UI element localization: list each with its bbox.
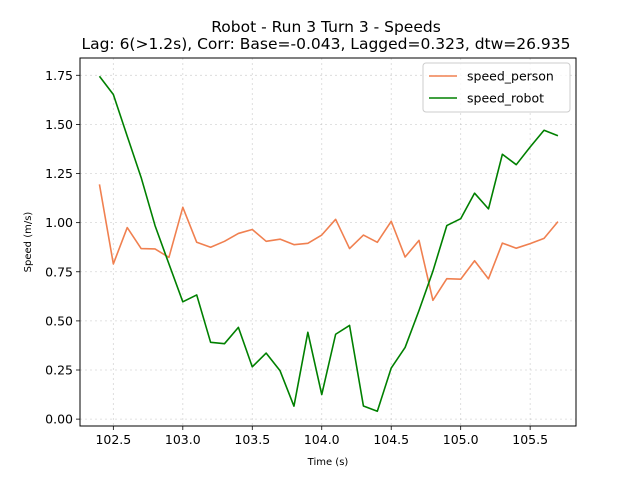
legend-label: speed_robot xyxy=(467,91,544,106)
y-tick-label: 0.25 xyxy=(45,363,73,378)
y-tick-label: 0.00 xyxy=(45,412,73,427)
series-layer xyxy=(98,75,559,413)
legend-label: speed_person xyxy=(467,69,554,84)
x-tick-label: 104.5 xyxy=(373,432,409,447)
y-tick-label: 0.50 xyxy=(45,313,73,328)
axis-ticks: 102.5 103.0 103.5 104.0 104.5 105.0 105.5 0.00 0… xyxy=(45,68,548,447)
y-tick-label: 1.00 xyxy=(45,215,73,230)
chart-title: Robot - Run 3 Turn 3 - Speeds xyxy=(211,18,441,36)
x-tick-label: 102.5 xyxy=(95,432,131,447)
x-tick-label: 103.5 xyxy=(234,432,270,447)
x-axis-label: Time (s) xyxy=(307,457,349,468)
series-line-speed-robot xyxy=(98,75,559,413)
y-tick-label: 1.25 xyxy=(45,166,73,181)
x-tick-label: 103.0 xyxy=(165,432,201,447)
y-tick-label: 0.75 xyxy=(45,264,73,279)
y-axis-label: Speed (m/s) xyxy=(23,212,34,273)
legend: speed_person speed_robot xyxy=(422,62,571,113)
y-tick-label: 1.75 xyxy=(45,68,73,83)
legend-box xyxy=(422,62,571,113)
x-tick-label: 105.5 xyxy=(512,432,548,447)
x-tick-label: 105.0 xyxy=(443,432,479,447)
chart-subtitle: Lag: 6(>1.2s), Corr: Base=-0.043, Lagged… xyxy=(81,35,570,53)
series-line-speed-person xyxy=(98,184,559,302)
plot-area-frame xyxy=(79,57,577,427)
x-tick-label: 104.0 xyxy=(304,432,340,447)
y-tick-label: 1.50 xyxy=(45,117,73,132)
